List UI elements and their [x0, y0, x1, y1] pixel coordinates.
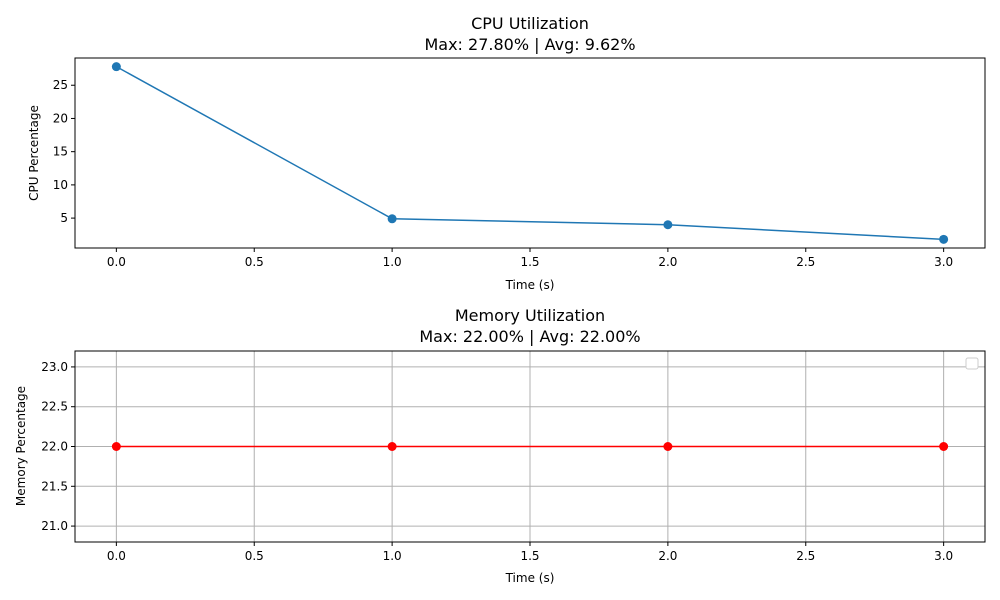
cpu-y-tick-label: 25: [53, 78, 68, 92]
cpu-chart-subtitle: Max: 27.80% | Avg: 9.62%: [424, 35, 635, 54]
cpu-y-tick-label: 5: [60, 211, 68, 225]
memory-series: [111, 442, 949, 451]
memory-x-tick-label: 1.5: [520, 549, 539, 563]
cpu-y-tick-label: 10: [53, 178, 68, 192]
memory-plot-area: [74, 350, 986, 543]
cpu-x-ticks: 0.0 0.5 1.0 1.5 2.0 2.5 3.0: [107, 248, 953, 269]
cpu-y-tick-label: 20: [53, 111, 68, 125]
cpu-chart-title: CPU Utilization: [471, 14, 589, 33]
cpu-x-tick-label: 3.0: [934, 255, 953, 269]
memory-x-tick-label: 3.0: [934, 549, 953, 563]
cpu-series-line: [116, 65, 944, 241]
memory-x-ticks: 0.0 0.5 1.0 1.5 2.0 2.5 3.0: [107, 542, 953, 563]
memory-y-tick-label: 22.0: [41, 440, 68, 454]
cpu-chart: CPU Utilization Max: 27.80% | Avg: 9.62%…: [27, 14, 986, 292]
cpu-x-tick-label: 0.0: [107, 255, 126, 269]
memory-chart: Memory Utilization Max: 22.00% | Avg: 22…: [14, 306, 986, 585]
cpu-data-point: [387, 214, 397, 224]
memory-y-tick-label: 21.5: [41, 479, 68, 493]
cpu-x-tick-label: 2.0: [658, 255, 677, 269]
memory-chart-title: Memory Utilization: [455, 306, 605, 325]
cpu-data-point: [111, 62, 121, 72]
memory-legend-box: [965, 357, 979, 370]
memory-x-tick-label: 2.5: [796, 549, 815, 563]
memory-x-tick-label: 0.5: [245, 549, 264, 563]
cpu-data-point: [939, 234, 949, 244]
memory-data-point: [663, 442, 673, 451]
cpu-x-tick-label: 1.5: [520, 255, 539, 269]
cpu-x-tick-label: 1.0: [383, 255, 402, 269]
cpu-y-tick-label: 15: [53, 145, 68, 159]
memory-data-point: [111, 442, 121, 451]
memory-y-axis-label: Memory Percentage: [14, 386, 28, 506]
memory-data-point: [387, 442, 397, 451]
memory-data-point: [939, 442, 949, 451]
memory-chart-subtitle: Max: 22.00% | Avg: 22.00%: [419, 327, 640, 346]
cpu-x-tick-label: 2.5: [796, 255, 815, 269]
cpu-y-axis-label: CPU Percentage: [27, 105, 41, 201]
cpu-data-point: [663, 220, 673, 230]
cpu-series: [111, 62, 949, 244]
memory-y-tick-label: 23.0: [41, 360, 68, 374]
memory-y-ticks: 21.0 21.5 22.0 22.5 23.0: [41, 360, 75, 533]
cpu-plot-area: [74, 57, 986, 249]
memory-x-tick-label: 2.0: [658, 549, 677, 563]
memory-x-tick-label: 0.0: [107, 549, 126, 563]
memory-y-tick-label: 22.5: [41, 400, 68, 414]
memory-x-tick-label: 1.0: [383, 549, 402, 563]
cpu-x-axis-label: Time (s): [505, 278, 555, 292]
memory-x-axis-label: Time (s): [505, 571, 555, 585]
cpu-x-tick-label: 0.5: [245, 255, 264, 269]
cpu-y-ticks: 5 10 15 20 25: [53, 78, 75, 225]
memory-y-tick-label: 21.0: [41, 519, 68, 533]
